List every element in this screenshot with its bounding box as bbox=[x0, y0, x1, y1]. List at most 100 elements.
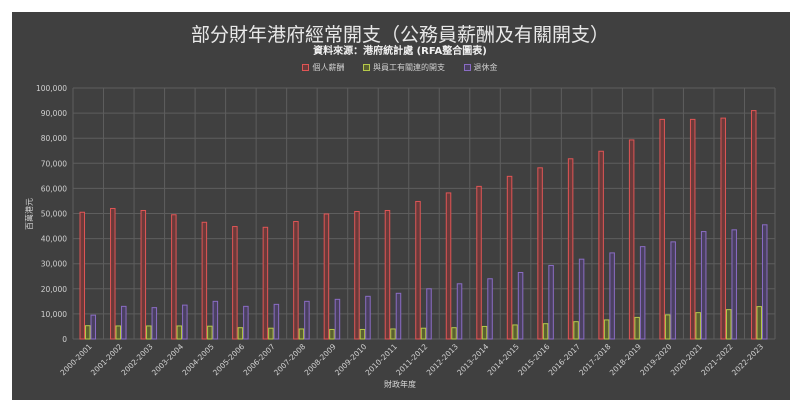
bar-pensions bbox=[212, 300, 219, 340]
x-tick-label: 2000-2001 bbox=[58, 342, 93, 377]
bar-staff-related-expenses bbox=[481, 325, 488, 340]
legend-label: 個人薪酬 bbox=[312, 63, 345, 72]
chart-subtitle: 資料來源：港府統計處 (RFA整合圖表) bbox=[313, 46, 487, 57]
bar-staff-related-expenses bbox=[756, 306, 762, 340]
legend: 個人薪酬 與員工有關連的開支 退休金 bbox=[0, 62, 800, 73]
bar-pensions bbox=[182, 304, 188, 340]
x-tick-label: 2011-2012 bbox=[394, 342, 429, 377]
legend-item: 與員工有關連的開支 bbox=[363, 62, 445, 73]
bar-personal-emoluments bbox=[445, 192, 452, 340]
x-tick-label: 2008-2009 bbox=[303, 342, 338, 377]
bar-personal-emoluments bbox=[598, 150, 604, 340]
bar-pensions bbox=[700, 231, 707, 340]
x-tick-label: 2014-2015 bbox=[486, 342, 521, 377]
bar-pensions bbox=[609, 252, 615, 340]
bar-personal-emoluments bbox=[171, 214, 177, 340]
bar-pensions bbox=[151, 307, 158, 340]
x-axis-title: 財政年度 bbox=[384, 379, 416, 389]
bar-pensions bbox=[639, 246, 646, 340]
x-tick-label: 2012-2013 bbox=[425, 342, 460, 377]
bar-staff-related-expenses bbox=[725, 309, 732, 340]
bar-pensions bbox=[426, 288, 432, 340]
y-tick-label: 90,000 bbox=[41, 109, 67, 118]
bar-staff-related-expenses bbox=[298, 328, 305, 340]
bar-pensions bbox=[121, 305, 127, 340]
x-tick-label: 2018-2019 bbox=[608, 342, 643, 377]
bar-pensions bbox=[90, 314, 97, 340]
bar-personal-emoluments bbox=[232, 226, 238, 340]
bar-staff-related-expenses bbox=[634, 316, 640, 340]
x-tick-label: 2022-2023 bbox=[730, 342, 765, 377]
bar-staff-related-expenses bbox=[146, 325, 152, 340]
bar-staff-related-expenses bbox=[85, 325, 91, 340]
bar-staff-related-expenses bbox=[207, 325, 213, 340]
bar-staff-related-expenses bbox=[176, 325, 183, 340]
legend-swatch bbox=[302, 64, 310, 71]
bar-personal-emoluments bbox=[750, 110, 757, 340]
bar-pensions bbox=[334, 298, 341, 340]
bar-staff-related-expenses bbox=[512, 324, 518, 340]
bar-pensions bbox=[761, 224, 768, 340]
bar-personal-emoluments bbox=[79, 211, 86, 340]
x-tick-label: 2004-2005 bbox=[180, 342, 215, 377]
bar-personal-emoluments bbox=[201, 221, 208, 340]
x-tick-label: 2007-2008 bbox=[272, 342, 307, 377]
bar-personal-emoluments bbox=[506, 175, 513, 340]
bar-personal-emoluments bbox=[354, 210, 360, 340]
bar-personal-emoluments bbox=[262, 226, 269, 340]
bar-staff-related-expenses bbox=[451, 327, 457, 340]
bar-pensions bbox=[365, 295, 371, 340]
bar-personal-emoluments bbox=[384, 209, 391, 340]
x-tick-label: 2002-2003 bbox=[119, 342, 154, 377]
bar-staff-related-expenses bbox=[695, 312, 701, 340]
legend-label: 與員工有關連的開支 bbox=[373, 63, 445, 72]
legend-item: 個人薪酬 bbox=[302, 62, 344, 73]
y-tick-label: 100,000 bbox=[36, 84, 67, 93]
bar-personal-emoluments bbox=[140, 209, 147, 340]
y-tick-label: 20,000 bbox=[41, 285, 67, 294]
chart-title: 部分財年港府經常開支（公務員薪酬及有關開支） bbox=[190, 24, 609, 46]
bar-personal-emoluments bbox=[537, 167, 543, 340]
bar-pensions bbox=[395, 292, 402, 340]
bar-personal-emoluments bbox=[720, 117, 726, 340]
bar-staff-related-expenses bbox=[359, 328, 366, 340]
x-tick-label: 2003-2004 bbox=[150, 342, 185, 377]
x-tick-label: 2016-2017 bbox=[547, 342, 582, 377]
x-tick-label: 2019-2020 bbox=[638, 342, 673, 377]
y-tick-label: 70,000 bbox=[41, 159, 67, 168]
y-tick-label: 10,000 bbox=[41, 310, 67, 319]
bar-pensions bbox=[578, 258, 585, 340]
bar-staff-related-expenses bbox=[329, 328, 335, 340]
x-tick-label: 2001-2002 bbox=[89, 342, 124, 377]
bar-pensions bbox=[273, 303, 280, 340]
y-tick-label: 30,000 bbox=[41, 260, 67, 269]
bar-staff-related-expenses bbox=[420, 327, 427, 340]
x-tick-label: 2013-2014 bbox=[455, 342, 490, 377]
bar-staff-related-expenses bbox=[573, 321, 579, 340]
bar-personal-emoluments bbox=[323, 213, 330, 340]
bar-pensions bbox=[487, 278, 493, 340]
bar-personal-emoluments bbox=[293, 221, 299, 340]
bar-staff-related-expenses bbox=[664, 314, 671, 340]
bar-staff-related-expenses bbox=[237, 327, 244, 340]
bar-pensions bbox=[304, 300, 310, 340]
bar-pensions bbox=[456, 283, 463, 340]
bar-pensions bbox=[548, 264, 554, 340]
bar-staff-related-expenses bbox=[603, 319, 610, 340]
bar-pensions bbox=[731, 229, 737, 340]
y-tick-label: 0 bbox=[62, 335, 67, 344]
y-tick-label: 80,000 bbox=[41, 134, 67, 143]
bar-personal-emoluments bbox=[476, 185, 482, 340]
legend-item: 退休金 bbox=[463, 62, 498, 73]
bar-personal-emoluments bbox=[689, 118, 696, 340]
x-tick-label: 2021-2022 bbox=[699, 342, 734, 377]
x-tick-label: 2009-2010 bbox=[333, 342, 368, 377]
legend-swatch bbox=[463, 64, 471, 71]
bar-staff-related-expenses bbox=[390, 328, 396, 340]
legend-swatch bbox=[363, 64, 370, 71]
x-tick-label: 2005-2006 bbox=[211, 342, 246, 377]
y-axis-title: 百萬港元 bbox=[24, 198, 34, 230]
bar-staff-related-expenses bbox=[542, 323, 549, 340]
x-tick-label: 2006-2007 bbox=[242, 342, 277, 377]
